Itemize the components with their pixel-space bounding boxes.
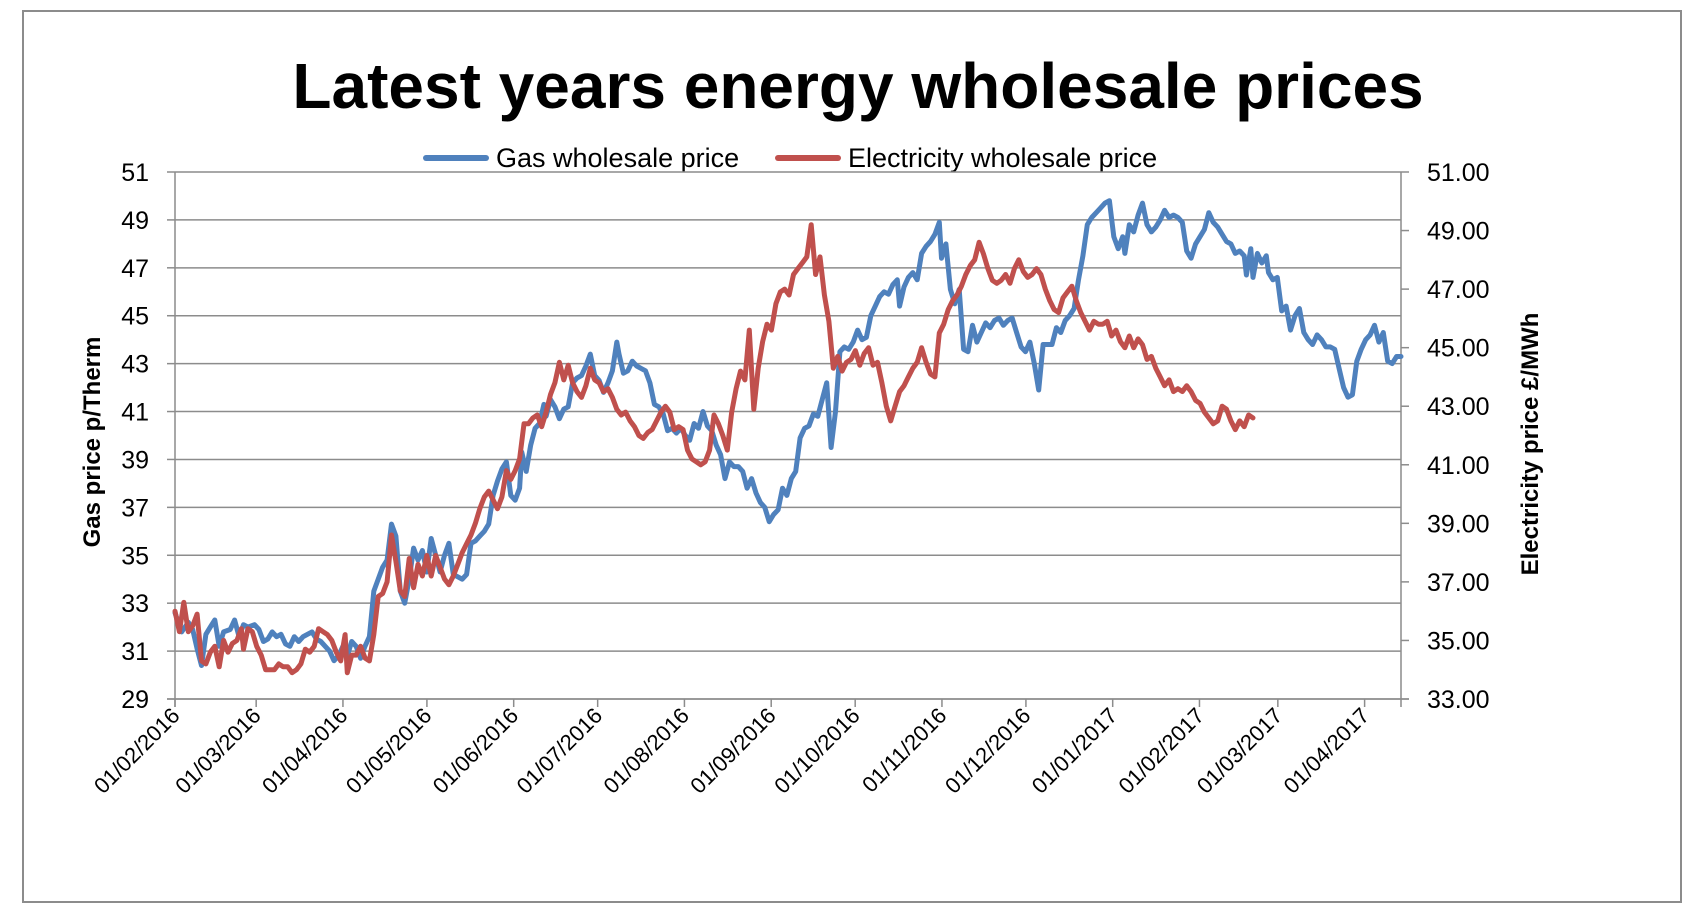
x-tick-label-01/12/2016: 01/12/2016 [940,703,1036,799]
right-axis-ticks: 33.00 35.00 37.00 39.00 41.00 43.00 45.00 47.00… [1401,159,1490,714]
x-tick-label-01/01/2017: 01/01/2017 [1027,703,1123,799]
right-tick-label-45.00: 45.00 [1427,335,1490,363]
right-tick-label-35.00: 35.00 [1427,627,1490,655]
left-tick-label-35: 35 [121,542,149,570]
chart-canvas: Latest years energy wholesale prices Gas… [79,50,1544,798]
right-axis-title: Electricity price £/MWh [1517,313,1544,576]
x-tick-label-01/09/2016: 01/09/2016 [685,703,781,799]
chart-title: Latest years energy wholesale prices [292,50,1423,122]
right-tick-label-47.00: 47.00 [1427,276,1490,304]
x-tick-label-01/08/2016: 01/08/2016 [598,703,694,799]
left-tick-label-39: 39 [121,446,149,474]
x-tick-label-01/04/2016: 01/04/2016 [257,703,353,799]
left-tick-label-29: 29 [121,686,149,714]
series-layer [172,198,1404,676]
left-tick-label-33: 33 [121,590,149,618]
right-tick-label-51.00: 51.00 [1427,159,1490,187]
x-tick-label-01/10/2016: 01/10/2016 [769,703,865,799]
left-tick-label-43: 43 [121,351,149,379]
legend-gas-label: Gas wholesale price [496,143,739,173]
left-axis-ticks: 29 31 33 35 37 39 41 43 45 47 49 51 [121,159,175,714]
x-tick-label-01/02/2016: 01/02/2016 [89,703,185,799]
x-axis-ticks: 01/02/201601/03/201601/04/201601/05/2016… [89,699,1374,798]
chart-frame: Latest years energy wholesale prices Gas… [22,10,1682,903]
x-tick-label-01/03/2017: 01/03/2017 [1192,703,1288,799]
legend: Gas wholesale price Electricity wholesal… [423,143,1157,173]
x-tick-label-01/03/2016: 01/03/2016 [170,703,266,799]
left-tick-label-37: 37 [121,494,149,522]
left-tick-label-49: 49 [121,207,149,235]
right-tick-label-41.00: 41.00 [1427,452,1490,480]
x-tick-label-01/07/2016: 01/07/2016 [512,703,608,799]
right-tick-label-49.00: 49.00 [1427,218,1490,246]
x-tick-label-01/04/2017: 01/04/2017 [1279,703,1375,799]
electricity-price-line [172,222,1256,676]
x-tick-label-01/06/2016: 01/06/2016 [428,703,524,799]
right-tick-label-39.00: 39.00 [1427,510,1490,538]
right-tick-label-43.00: 43.00 [1427,393,1490,421]
x-tick-label-01/11/2016: 01/11/2016 [857,703,951,797]
left-tick-label-41: 41 [121,399,149,427]
right-tick-label-33.00: 33.00 [1427,686,1490,714]
left-tick-label-31: 31 [121,638,149,666]
left-tick-label-47: 47 [121,255,149,283]
gas-price-line [172,198,1404,668]
left-axis-title: Gas price p/Therm [79,337,106,548]
x-tick-label-01/05/2016: 01/05/2016 [341,703,437,799]
legend-electricity-label: Electricity wholesale price [848,143,1157,173]
left-tick-label-51: 51 [121,159,149,187]
gridlines [167,171,1409,707]
left-tick-label-45: 45 [121,303,149,331]
right-tick-label-37.00: 37.00 [1427,569,1490,597]
